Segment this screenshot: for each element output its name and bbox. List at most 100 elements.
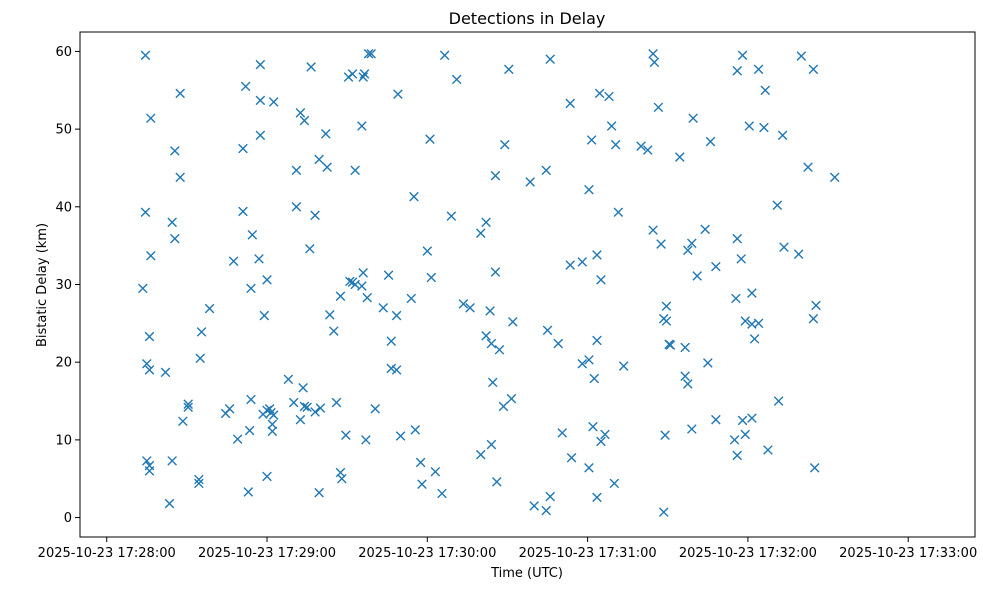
data-point-marker	[665, 340, 676, 350]
data-point-marker	[415, 457, 426, 468]
data-point-marker	[295, 414, 306, 425]
data-point-marker	[577, 358, 588, 369]
data-point-marker	[314, 154, 324, 165]
data-point-marker	[475, 228, 486, 239]
data-point-marker	[439, 50, 450, 61]
data-point-marker	[498, 401, 509, 412]
data-point-marker	[358, 72, 368, 82]
data-point-marker	[395, 431, 406, 441]
x-tick-label: 2025-10-23 17:32:00	[679, 546, 817, 561]
data-point-marker	[656, 239, 666, 249]
data-point-marker	[183, 399, 193, 409]
data-point-marker	[592, 250, 602, 260]
data-point-marker	[386, 336, 397, 347]
y-tick-label: 60	[55, 45, 72, 60]
data-point-marker	[760, 85, 771, 96]
data-point-marker	[183, 402, 193, 413]
data-point-marker	[811, 300, 821, 311]
data-point-marker	[345, 276, 355, 287]
data-point-marker	[357, 121, 367, 131]
data-point-marker	[359, 69, 370, 79]
data-point-marker	[584, 355, 594, 365]
data-point-marker	[596, 275, 606, 285]
data-point-marker	[692, 271, 702, 281]
data-point-marker	[167, 456, 177, 466]
data-point-marker	[350, 165, 360, 176]
data-point-marker	[588, 421, 598, 432]
axis-ticks: 2025-10-23 17:28:00 2025-10-23 17:29:00 20…	[38, 45, 978, 561]
data-point-marker	[711, 261, 721, 272]
data-point-marker	[391, 310, 402, 321]
data-point-marker	[315, 403, 326, 413]
data-point-marker	[137, 283, 148, 294]
data-point-marker	[773, 396, 784, 406]
data-point-marker	[487, 377, 498, 388]
data-markers	[137, 48, 840, 517]
data-point-marker	[772, 200, 783, 211]
data-point-marker	[310, 407, 320, 417]
data-point-marker	[170, 146, 180, 156]
data-point-marker	[577, 257, 588, 267]
data-point-marker	[425, 134, 435, 145]
data-point-marker	[600, 429, 610, 440]
data-point-marker	[705, 136, 716, 147]
y-tick-label: 0	[64, 511, 72, 526]
data-point-marker	[255, 130, 266, 141]
data-point-marker	[146, 113, 156, 124]
data-point-marker	[499, 139, 510, 150]
data-point-marker	[238, 143, 248, 154]
x-tick-label: 2025-10-23 17:28:00	[38, 546, 176, 561]
data-point-marker	[254, 254, 264, 264]
data-point-marker	[341, 430, 351, 441]
data-point-marker	[337, 473, 347, 484]
data-point-marker	[140, 207, 151, 218]
data-point-marker	[809, 463, 820, 473]
data-point-marker	[141, 456, 152, 466]
data-point-marker	[566, 452, 577, 463]
data-point-marker	[711, 414, 721, 425]
y-tick-label: 20	[55, 356, 72, 371]
data-point-marker	[347, 69, 358, 79]
data-point-marker	[386, 363, 397, 374]
data-point-marker	[683, 245, 693, 256]
data-point-marker	[475, 449, 486, 460]
data-point-marker	[592, 492, 602, 503]
data-point-marker	[232, 434, 243, 444]
data-point-marker	[481, 217, 491, 228]
data-point-marker	[357, 281, 367, 291]
data-point-marker	[238, 206, 248, 217]
data-point-marker	[661, 301, 672, 312]
y-tick-label: 10	[55, 433, 72, 448]
x-tick-label: 2025-10-23 17:33:00	[839, 546, 977, 561]
data-point-marker	[363, 48, 374, 59]
data-point-marker	[446, 211, 457, 221]
data-point-marker	[609, 478, 620, 489]
data-point-marker	[262, 471, 272, 482]
data-point-marker	[661, 316, 672, 326]
data-point-marker	[747, 288, 757, 298]
data-point-marker	[803, 162, 813, 172]
data-point-marker	[262, 275, 272, 285]
data-point-marker	[759, 122, 769, 133]
data-point-marker	[586, 135, 597, 145]
data-point-marker	[451, 74, 462, 85]
data-point-marker	[604, 91, 614, 102]
data-point-marker	[660, 430, 670, 441]
data-point-marker	[291, 165, 302, 176]
data-point-marker	[642, 145, 653, 155]
data-point-marker	[141, 358, 152, 369]
data-point-marker	[653, 102, 664, 113]
data-point-marker	[267, 426, 278, 437]
data-point-marker	[753, 64, 764, 75]
data-point-marker	[140, 50, 151, 61]
data-point-marker	[295, 108, 306, 118]
data-point-marker	[594, 88, 605, 99]
data-point-marker	[589, 373, 600, 384]
data-point-marker	[175, 88, 185, 99]
data-point-marker	[674, 152, 685, 162]
data-point-marker	[700, 224, 710, 235]
data-point-marker	[729, 435, 740, 445]
data-point-marker	[737, 50, 748, 61]
data-point-marker	[610, 139, 621, 150]
